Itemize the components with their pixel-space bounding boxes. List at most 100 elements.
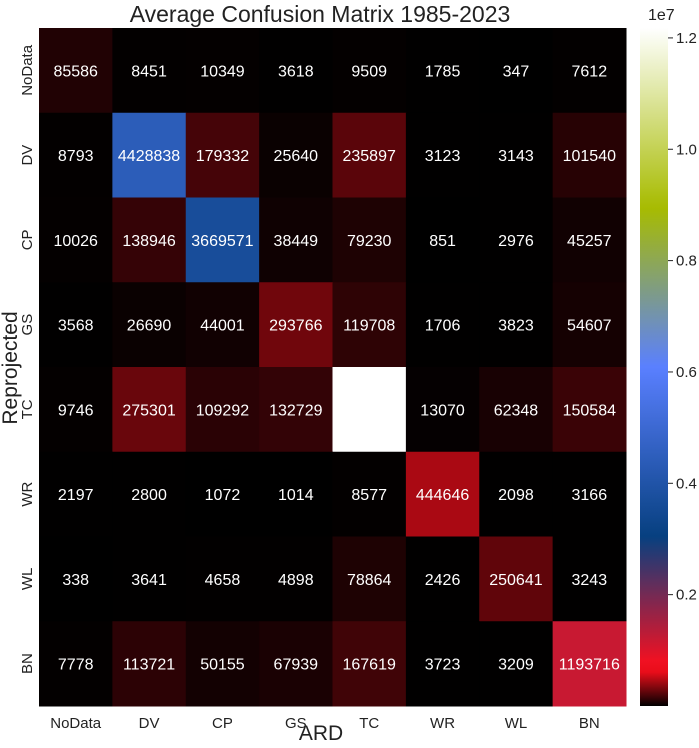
heatmap-cell-label: 132729	[269, 402, 322, 419]
heatmap-cell	[332, 536, 407, 622]
heatmap-cell-label: 10349	[200, 63, 245, 80]
heatmap-cell-label: 109292	[196, 402, 249, 419]
x-axis-tick-label: WL	[505, 715, 528, 732]
heatmap-cell-label: 1072	[205, 487, 241, 504]
y-axis-tick-label: GS	[19, 314, 36, 336]
heatmap-cell	[259, 621, 334, 707]
heatmap-cell-label: 3166	[572, 487, 608, 504]
heatmap-cell	[479, 451, 554, 537]
heatmap-cell	[39, 28, 113, 114]
x-axis-tick-label: GS	[285, 715, 307, 732]
heatmap-cell	[259, 536, 334, 622]
y-axis-tick-labels: NoData DV CP GS TC WR WL BN	[19, 44, 36, 674]
heatmap-cell-label: 3209	[498, 657, 534, 674]
heatmap-cell	[259, 367, 334, 453]
heatmap-cell-label: 67939	[274, 657, 319, 674]
heatmap-cells	[39, 28, 627, 707]
heatmap-cell	[39, 197, 113, 283]
heatmap-cell-label: 7612	[572, 63, 608, 80]
heatmap-cell	[332, 197, 407, 283]
heatmap-cell	[39, 367, 113, 453]
heatmap-cell	[552, 367, 627, 453]
heatmap-cell	[479, 28, 554, 114]
heatmap-cell-label: 44001	[200, 318, 245, 335]
heatmap-cell	[479, 282, 554, 368]
heatmap-cell-label: 9509	[351, 63, 387, 80]
heatmap-cell	[259, 112, 334, 198]
heatmap-cell	[479, 197, 554, 283]
heatmap-cell-label: 38449	[274, 233, 319, 250]
heatmap-cell-label: 26690	[127, 318, 172, 335]
y-axis-tick-label: TC	[19, 399, 36, 419]
heatmap-cell	[112, 282, 187, 368]
heatmap-cell	[259, 451, 334, 537]
x-axis-tick-labels: NoData DV CP GS TC WR WL BN	[50, 715, 599, 732]
heatmap-cell	[112, 536, 187, 622]
heatmap-cell-label: 78864	[347, 572, 392, 589]
heatmap-cell-label: 2197	[58, 487, 94, 504]
heatmap-cell-label: 851	[429, 233, 456, 250]
colorbar-tick-labels: 0.2 0.4 0.6 0.8 1.0 1.2	[668, 30, 697, 604]
x-axis-tick-label: BN	[579, 715, 600, 732]
heatmap-cell-label: 167619	[342, 657, 395, 674]
y-axis-tick-label: WR	[19, 481, 36, 506]
heatmap-cell	[39, 112, 113, 198]
heatmap-cell-label: 2098	[498, 487, 534, 504]
y-axis-tick-label: DV	[19, 145, 36, 166]
heatmap-cell-label: 444646	[416, 487, 469, 504]
colorbar-tick-label: 0.6	[676, 364, 697, 381]
heatmap-cell-label: 1014	[278, 487, 314, 504]
x-axis-tick-label: WR	[430, 715, 455, 732]
heatmap-cell	[39, 451, 113, 537]
heatmap-cell-label: 3641	[131, 572, 167, 589]
heatmap-cell	[405, 367, 480, 453]
heatmap-cell-label: 3568	[58, 318, 94, 335]
x-axis-label: ARD	[299, 722, 343, 743]
heatmap-cell	[185, 112, 260, 198]
heatmap-cell-label: 150584	[563, 402, 616, 419]
heatmap-cell	[185, 282, 260, 368]
heatmap-cell	[479, 621, 554, 707]
colorbar-tick-label: 0.2	[676, 587, 697, 604]
heatmap-cell-label: 2976	[498, 233, 534, 250]
heatmap-cell-label: 8793	[58, 148, 94, 165]
heatmap-cell-label: 338	[62, 572, 89, 589]
colorbar-tick-label: 0.4	[676, 475, 697, 492]
heatmap-cell	[185, 367, 260, 453]
heatmap-cell-label: 2800	[131, 487, 167, 504]
heatmap-cell	[405, 282, 480, 368]
x-axis-tick-label: DV	[139, 715, 160, 732]
heatmap-cell	[479, 367, 554, 453]
heatmap-cell	[552, 282, 627, 368]
heatmap-cell	[185, 197, 260, 283]
heatmap-cell	[405, 451, 480, 537]
y-axis-tick-label: WL	[19, 568, 36, 591]
colorbar-tick-label: 1.2	[676, 30, 697, 47]
heatmap-cell-label: 3823	[498, 318, 534, 335]
chart-title: Average Confusion Matrix 1985-2023	[130, 1, 511, 27]
y-axis-label: Reprojected	[0, 311, 22, 424]
x-axis-tick-label: CP	[212, 715, 233, 732]
heatmap-cell	[259, 282, 334, 368]
heatmap-cell	[112, 197, 187, 283]
heatmap-cell	[185, 536, 260, 622]
heatmap-cell-label: 3123	[425, 148, 461, 165]
heatmap-cell-label: 45257	[567, 233, 612, 250]
heatmap-cell	[552, 197, 627, 283]
y-axis-tick-label: NoData	[19, 44, 36, 96]
heatmap-cell-label: 50155	[200, 657, 245, 674]
heatmap-cell-label: 12178023	[334, 402, 405, 419]
heatmap-cell-label: 79230	[347, 233, 392, 250]
heatmap-cell	[332, 282, 407, 368]
heatmap-cell-label: 138946	[122, 233, 175, 250]
heatmap-cell-label: 347	[503, 63, 530, 80]
colorbar	[640, 28, 668, 706]
heatmap-cell	[552, 112, 627, 198]
heatmap-cell-label: 119708	[343, 318, 395, 335]
heatmap-cell	[479, 112, 554, 198]
heatmap-cell	[112, 112, 187, 198]
heatmap-cell-label: 3243	[572, 572, 608, 589]
heatmap-cell-label: 179332	[196, 148, 249, 165]
